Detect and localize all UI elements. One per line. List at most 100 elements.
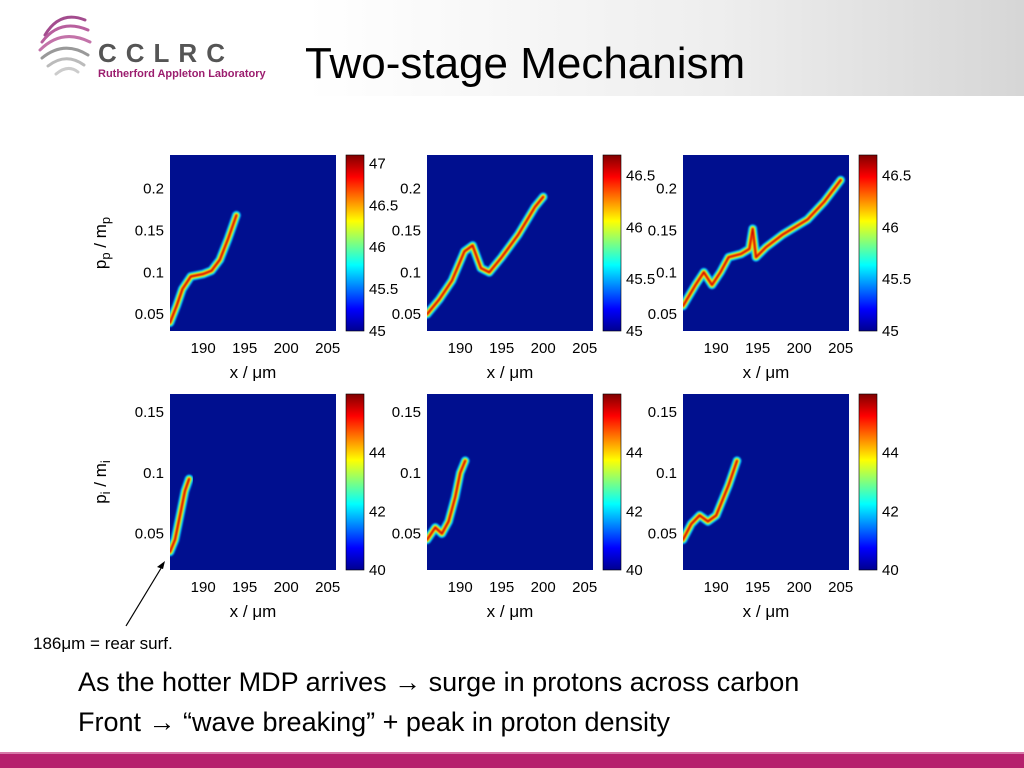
- phase-space-ridge: [683, 460, 738, 541]
- x-tick-label: 200: [787, 579, 812, 596]
- x-axis-label: x / μm: [487, 602, 534, 621]
- x-tick-label: 200: [531, 340, 556, 357]
- x-tick-label: 195: [489, 579, 514, 596]
- x-tick-label: 190: [704, 340, 729, 357]
- x-tick-label: 195: [232, 340, 257, 357]
- y-tick-label: 0.1: [143, 465, 164, 482]
- y-axis-label: pp / mp: [91, 217, 113, 269]
- x-tick-label: 190: [704, 579, 729, 596]
- y-tick-label: 0.15: [648, 222, 677, 239]
- y-tick-label: 0.05: [135, 306, 164, 323]
- footer-bar: [0, 754, 1024, 768]
- y-tick-label: 0.05: [392, 526, 421, 543]
- colorbar-tick-label: 40: [882, 562, 899, 579]
- phase-space-ridge: [170, 214, 237, 324]
- phase-space-ridge: [170, 478, 190, 553]
- colorbar-tick-label: 45: [626, 323, 643, 340]
- colorbar-tick-label: 45.5: [882, 271, 911, 288]
- slide-title: Two-stage Mechanism: [305, 39, 746, 88]
- colorbar: [345, 393, 365, 571]
- x-tick-label: 205: [572, 579, 597, 596]
- colorbar-tick-label: 46.5: [882, 168, 911, 185]
- rear-surface-annotation: 186μm = rear surf.: [33, 634, 173, 653]
- colorbar-tick-label: 42: [882, 503, 899, 520]
- x-axis-label: x / μm: [487, 363, 534, 382]
- phase-space-ridge: [427, 460, 466, 541]
- y-axis-label: pi / mi: [91, 460, 113, 504]
- x-tick-label: 205: [828, 340, 853, 357]
- logo-subtitle: Rutherford Appleton Laboratory: [98, 68, 266, 80]
- colorbar-tick-label: 46: [626, 219, 643, 236]
- phase-space-ridge: [427, 196, 544, 315]
- y-tick-label: 0.2: [400, 181, 421, 198]
- y-tick-label: 0.15: [392, 404, 421, 421]
- y-tick-label: 0.2: [656, 181, 677, 198]
- colorbar-tick-label: 45.5: [369, 281, 398, 298]
- annotation-arrow: [125, 564, 164, 627]
- slide-header: [0, 0, 1024, 96]
- colorbar-tick-label: 45: [882, 323, 899, 340]
- x-tick-label: 205: [315, 579, 340, 596]
- x-tick-label: 190: [448, 340, 473, 357]
- x-axis-label: x / μm: [743, 363, 790, 382]
- y-tick-label: 0.1: [656, 465, 677, 482]
- y-tick-label: 0.05: [392, 306, 421, 323]
- phase-space-ridge: [683, 179, 842, 307]
- colorbar-tick-label: 47: [369, 155, 386, 172]
- y-tick-label: 0.1: [143, 264, 164, 281]
- plot-area: [170, 394, 336, 570]
- colorbar-tick-label: 42: [626, 503, 643, 520]
- colorbar: [602, 393, 622, 571]
- x-tick-label: 190: [191, 579, 216, 596]
- y-tick-label: 0.1: [400, 465, 421, 482]
- x-tick-label: 195: [745, 579, 770, 596]
- x-tick-label: 190: [191, 340, 216, 357]
- colorbar-tick-label: 46: [882, 219, 899, 236]
- x-tick-label: 195: [232, 579, 257, 596]
- annotation-arrow-head: [157, 561, 165, 569]
- x-tick-label: 205: [828, 579, 853, 596]
- colorbar-tick-label: 45.5: [626, 271, 655, 288]
- y-tick-label: 0.1: [400, 264, 421, 281]
- colorbar-tick-label: 44: [369, 445, 386, 462]
- colorbar: [858, 393, 878, 571]
- logo-name: CCLRC: [98, 38, 234, 68]
- y-tick-label: 0.15: [648, 404, 677, 421]
- y-tick-label: 0.05: [648, 526, 677, 543]
- colorbar-tick-label: 40: [369, 562, 386, 579]
- x-axis-label: x / μm: [230, 602, 277, 621]
- colorbar: [858, 154, 878, 332]
- x-tick-label: 195: [489, 340, 514, 357]
- plot-area: [427, 394, 593, 570]
- y-tick-label: 0.1: [656, 264, 677, 281]
- x-tick-label: 195: [745, 340, 770, 357]
- colorbar-tick-label: 45: [369, 323, 386, 340]
- slide-body: As the hotter MDP arrives → surge in pro…: [78, 662, 799, 742]
- x-tick-label: 200: [274, 340, 299, 357]
- footer-accent-line: [0, 752, 1024, 754]
- y-tick-label: 0.05: [648, 306, 677, 323]
- y-tick-label: 0.05: [135, 526, 164, 543]
- x-tick-label: 200: [274, 579, 299, 596]
- body-line-1: As the hotter MDP arrives → surge in pro…: [78, 667, 800, 697]
- colorbar-tick-label: 46.5: [369, 197, 398, 214]
- body-line-2: Front → “wave breaking” + peak in proton…: [78, 707, 671, 737]
- cclrc-logo-mark: [38, 15, 92, 76]
- colorbar: [602, 154, 622, 332]
- colorbar-tick-label: 44: [626, 445, 643, 462]
- x-tick-label: 200: [531, 579, 556, 596]
- colorbar-tick-label: 44: [882, 445, 899, 462]
- x-axis-label: x / μm: [230, 363, 277, 382]
- colorbar-tick-label: 46.5: [626, 168, 655, 185]
- x-axis-label: x / μm: [743, 602, 790, 621]
- x-tick-label: 200: [787, 340, 812, 357]
- y-tick-label: 0.15: [135, 222, 164, 239]
- x-tick-label: 190: [448, 579, 473, 596]
- y-tick-label: 0.2: [143, 181, 164, 198]
- colorbar-tick-label: 40: [626, 562, 643, 579]
- x-tick-label: 205: [572, 340, 597, 357]
- colorbar: [345, 154, 365, 332]
- y-tick-label: 0.15: [135, 404, 164, 421]
- plot-area: [170, 155, 336, 331]
